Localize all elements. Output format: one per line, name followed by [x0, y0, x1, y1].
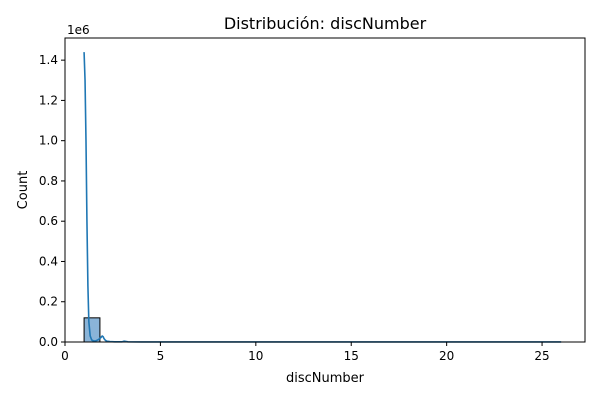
x-tick-label: 0 — [61, 349, 69, 363]
x-tick-label: 20 — [439, 349, 454, 363]
y-tick-label: 1.2 — [39, 93, 58, 107]
y-tick-label: 0.4 — [39, 254, 58, 268]
y-tick-label: 0.6 — [39, 214, 58, 228]
y-axis-ticks: 0.0 0.2 0.4 0.6 0.8 1.0 1.2 1.4 — [39, 53, 65, 349]
histogram-bar-0 — [83, 317, 101, 343]
y-tick-label: 0.2 — [39, 295, 58, 309]
x-tick-label: 10 — [248, 349, 263, 363]
chart-title: Distribución: discNumber — [224, 14, 427, 33]
y-offset-text: 1e6 — [67, 23, 90, 37]
histogram-bars — [83, 317, 101, 343]
y-tick-label: 0.8 — [39, 174, 58, 188]
plot-frame — [64, 37, 586, 343]
y-tick-label: 1.0 — [39, 134, 58, 148]
x-tick-label: 5 — [157, 349, 165, 363]
y-axis-label: Count — [16, 171, 31, 210]
kde-layer — [83, 52, 562, 343]
x-axis-label: discNumber — [286, 371, 365, 386]
x-axis-ticks: 0 5 10 15 20 25 — [61, 342, 550, 363]
y-tick-label: 1.4 — [39, 53, 58, 67]
x-tick-label: 25 — [534, 349, 549, 363]
x-tick-label: 15 — [344, 349, 359, 363]
y-tick-label: 0.0 — [39, 335, 58, 349]
kde-line — [83, 52, 562, 343]
